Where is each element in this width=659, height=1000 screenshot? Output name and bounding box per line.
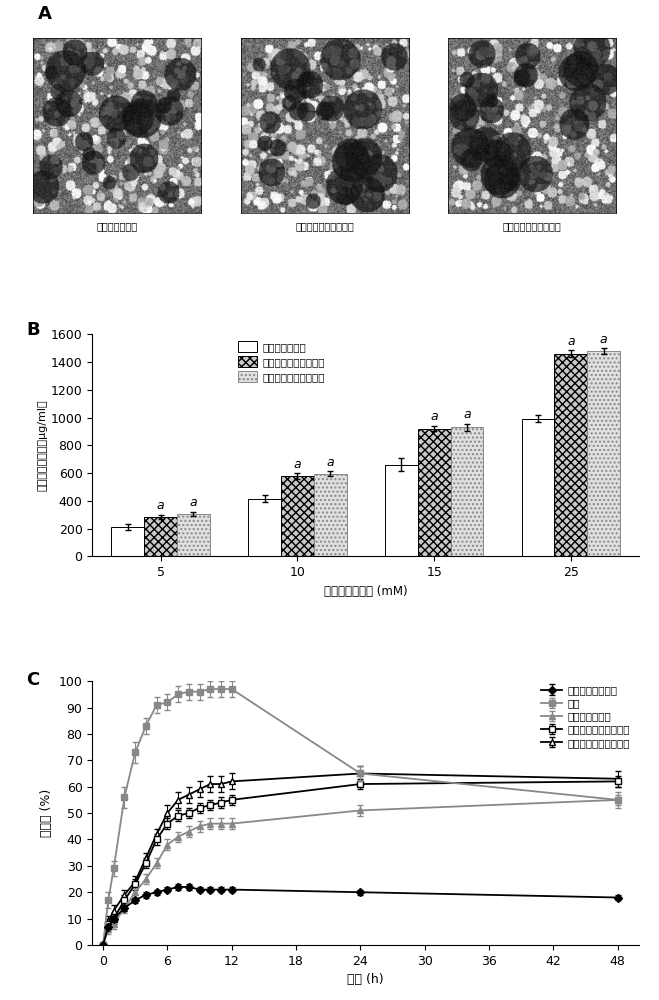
Text: a: a <box>190 496 197 509</box>
Text: a: a <box>157 499 165 512</box>
Text: a: a <box>463 408 471 421</box>
Text: 抗耔药紫杉醒纳米胶束: 抗耔药紫杉醒纳米胶束 <box>295 221 354 231</box>
Text: a: a <box>326 456 334 469</box>
Legend: 紫杉醒干粉悬浮液, 泰素, 紫杉醒纳米胶束, 抗耔药紫杉醒纳米胶束, 功能化紫杉醒纳米胶束: 紫杉醒干粉悬浮液, 泰素, 紫杉醒纳米胶束, 抗耔药紫杉醒纳米胶束, 功能化紫杉… <box>537 681 634 752</box>
X-axis label: 载体材料的浓度 (mM): 载体材料的浓度 (mM) <box>324 585 407 598</box>
X-axis label: 时间 (h): 时间 (h) <box>347 973 384 986</box>
Bar <box>177 514 210 556</box>
Text: a: a <box>600 333 608 346</box>
Y-axis label: 紫杉醒的溶解度（μg/ml）: 紫杉醒的溶解度（μg/ml） <box>38 399 48 491</box>
Text: a: a <box>293 458 301 471</box>
Bar <box>522 419 554 556</box>
Text: C: C <box>26 671 40 689</box>
Bar <box>314 474 347 556</box>
Bar <box>248 499 281 556</box>
Bar <box>418 429 451 556</box>
Text: 功能化紫杉醒纳米胶束: 功能化紫杉醒纳米胶束 <box>503 221 561 231</box>
Bar <box>111 527 144 556</box>
Text: a: a <box>430 410 438 423</box>
Legend: 紫杉醒纳米胶束, 抗耔药紫杉醒纳米胶束, 功能化紫杉醒纳米胶束: 紫杉醒纳米胶束, 抗耔药紫杉醒纳米胶束, 功能化紫杉醒纳米胶束 <box>234 337 329 386</box>
Text: a: a <box>567 335 575 348</box>
Bar <box>385 465 418 556</box>
Bar <box>281 476 314 556</box>
Text: A: A <box>38 5 51 23</box>
Bar <box>451 427 483 556</box>
Text: 紫杉醒纳米胶束: 紫杉醒纳米胶束 <box>96 221 138 231</box>
Y-axis label: 释放率 (%): 释放率 (%) <box>40 789 53 837</box>
Text: B: B <box>26 321 40 339</box>
Bar <box>587 351 620 556</box>
Bar <box>144 517 177 556</box>
Bar <box>554 354 587 556</box>
